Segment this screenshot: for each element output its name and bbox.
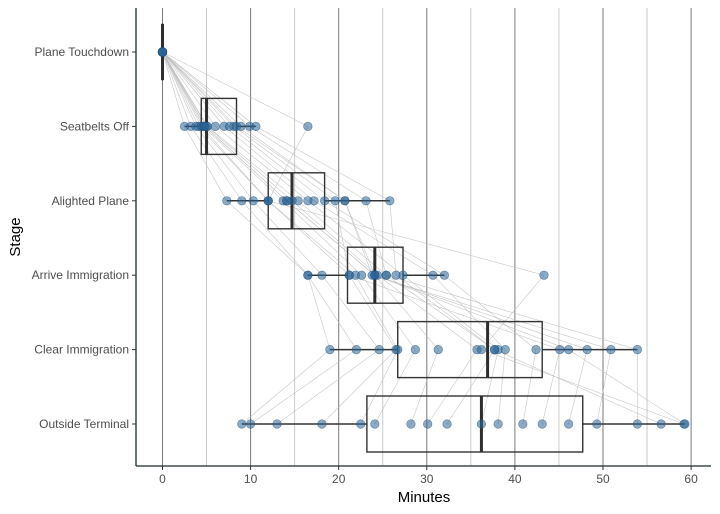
data-point	[340, 196, 350, 206]
y-axis-title: Stage	[7, 217, 24, 256]
data-point	[356, 419, 366, 429]
x-axis-title: Minutes	[398, 489, 451, 506]
passenger-path	[162, 51, 380, 425]
x-tick-label: 30	[420, 472, 434, 486]
iqr-box	[366, 395, 584, 453]
data-point	[539, 270, 549, 280]
y-tick-label: Seatbelts Off	[60, 119, 130, 133]
data-point	[442, 419, 452, 429]
data-point	[370, 419, 380, 429]
data-point	[236, 121, 246, 131]
passenger-path	[162, 51, 685, 425]
passenger-path	[162, 51, 357, 425]
axis-layer: 0 10 20 30 40 50 60 Plane Touchdown Seatbelts Of…	[32, 45, 698, 486]
data-point	[246, 419, 256, 429]
passenger-path	[162, 51, 478, 425]
data-point	[351, 345, 361, 355]
y-tick-label: Alighted Plane	[52, 194, 130, 208]
data-point	[439, 270, 450, 280]
data-point	[656, 419, 666, 429]
data-point	[303, 270, 313, 280]
data-point	[282, 196, 292, 206]
passenger-path	[162, 51, 561, 425]
data-point	[330, 196, 340, 206]
passenger-path	[162, 51, 399, 425]
data-point	[555, 345, 565, 355]
y-tick-label: Outside Terminal	[39, 417, 129, 431]
data-point	[518, 419, 528, 429]
data-point	[248, 196, 258, 206]
data-point	[157, 47, 168, 57]
data-point	[344, 270, 354, 280]
x-tick-label: 60	[684, 472, 698, 486]
passenger-path	[162, 51, 686, 425]
data-point	[320, 196, 330, 206]
data-point	[423, 419, 433, 429]
y-tick-label: Clear Immigration	[34, 343, 129, 357]
data-point	[381, 270, 391, 280]
passenger-path	[162, 51, 662, 425]
data-point	[680, 419, 690, 429]
passenger-path	[162, 51, 537, 425]
x-tick-label: 10	[244, 472, 258, 486]
data-point	[263, 196, 273, 206]
data-point	[237, 419, 247, 429]
data-point	[251, 121, 261, 131]
data-point	[632, 345, 642, 355]
data-point	[406, 419, 416, 429]
data-point	[428, 270, 438, 280]
data-point	[476, 345, 487, 355]
data-point	[632, 419, 642, 429]
passenger-path	[162, 51, 506, 425]
point-layer	[157, 47, 690, 429]
data-point	[391, 270, 401, 280]
data-point	[222, 196, 232, 206]
data-point	[564, 419, 574, 429]
data-point	[531, 345, 541, 355]
data-point	[272, 419, 282, 429]
passenger-path	[162, 51, 397, 425]
x-tick-label: 50	[596, 472, 610, 486]
data-point	[293, 196, 303, 206]
data-point	[210, 121, 220, 131]
data-point	[325, 345, 335, 355]
data-point	[370, 270, 380, 280]
data-point	[582, 345, 592, 355]
data-point	[374, 345, 384, 355]
x-tick-label: 0	[159, 472, 166, 486]
data-point	[385, 196, 395, 206]
y-tick-label: Arrive Immigration	[32, 268, 129, 282]
data-point	[237, 196, 247, 206]
data-point	[476, 419, 487, 429]
y-tick-label: Plane Touchdown	[34, 45, 129, 59]
data-point	[500, 345, 510, 355]
passenger-path	[162, 51, 588, 425]
data-point	[317, 270, 327, 280]
data-point	[200, 121, 210, 131]
passenger-path	[162, 51, 331, 425]
data-point	[361, 196, 371, 206]
data-point	[410, 345, 420, 355]
data-point	[564, 345, 574, 355]
data-point	[493, 419, 503, 429]
data-point	[357, 270, 367, 280]
data-point	[592, 419, 602, 429]
passenger-path	[162, 51, 612, 425]
data-point	[606, 345, 616, 355]
passenger-path	[162, 51, 638, 424]
x-tick-label: 20	[332, 472, 346, 486]
data-point	[317, 419, 327, 429]
x-tick-label: 40	[508, 472, 522, 486]
data-point	[490, 345, 500, 355]
data-point	[303, 121, 313, 131]
data-point	[433, 345, 443, 355]
data-point	[393, 345, 403, 355]
data-point	[309, 196, 319, 206]
data-point	[537, 419, 547, 429]
passenger-path	[162, 51, 416, 425]
